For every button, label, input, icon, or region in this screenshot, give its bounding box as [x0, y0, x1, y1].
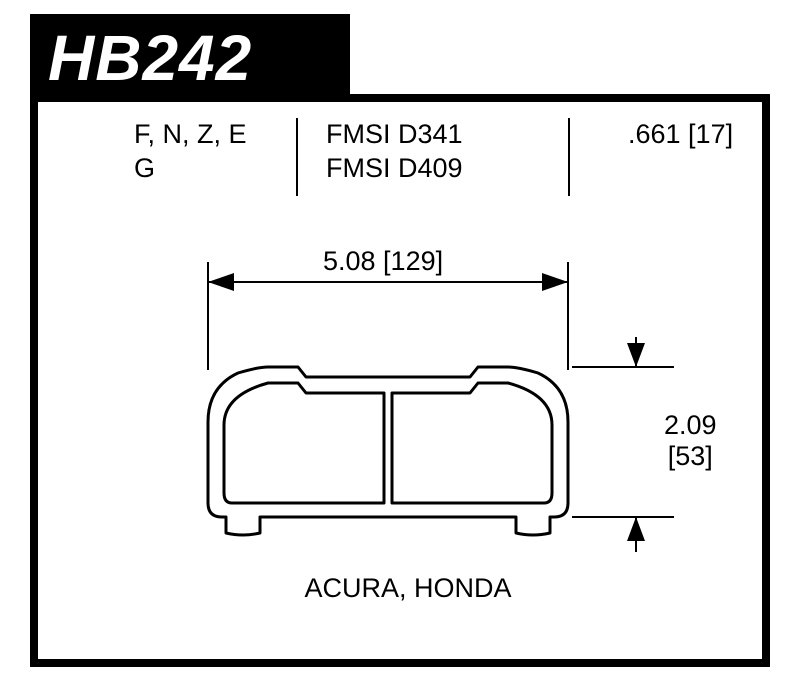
info-row: F, N, Z, E G FMSI D341 FMSI D409 .661 [1… — [38, 118, 778, 210]
compound-column: F, N, Z, E G — [134, 118, 284, 186]
spec-card: HB242 F, N, Z, E G FMSI D341 FMSI D409 .… — [0, 0, 800, 691]
diagram-area: 5.08 [129] 2.09 [53] ACURA, HONDA — [38, 222, 778, 622]
border-segment — [350, 94, 770, 102]
card-border: F, N, Z, E G FMSI D341 FMSI D409 .661 [1… — [30, 102, 770, 667]
column-separator — [296, 118, 298, 196]
fmsi-code-2: FMSI D409 — [326, 152, 536, 186]
compound-codes-line1: F, N, Z, E — [134, 118, 284, 152]
fmsi-column: FMSI D341 FMSI D409 — [326, 118, 536, 186]
thickness-column: .661 [17] — [628, 118, 778, 152]
border-segment — [30, 94, 350, 102]
fmsi-code-1: FMSI D341 — [326, 118, 536, 152]
application-makes: ACURA, HONDA — [38, 573, 778, 604]
column-separator — [568, 118, 570, 196]
part-number: HB242 — [48, 21, 252, 95]
height-dimension-label: 2.09 [53] — [664, 410, 717, 472]
width-dimension-label: 5.08 [129] — [323, 246, 443, 277]
height-mm: [53] — [668, 441, 713, 471]
height-in: 2.09 — [664, 410, 717, 440]
header-bar: HB242 — [30, 14, 350, 102]
compound-codes-line2: G — [134, 152, 284, 186]
thickness-value: .661 [17] — [628, 118, 778, 152]
